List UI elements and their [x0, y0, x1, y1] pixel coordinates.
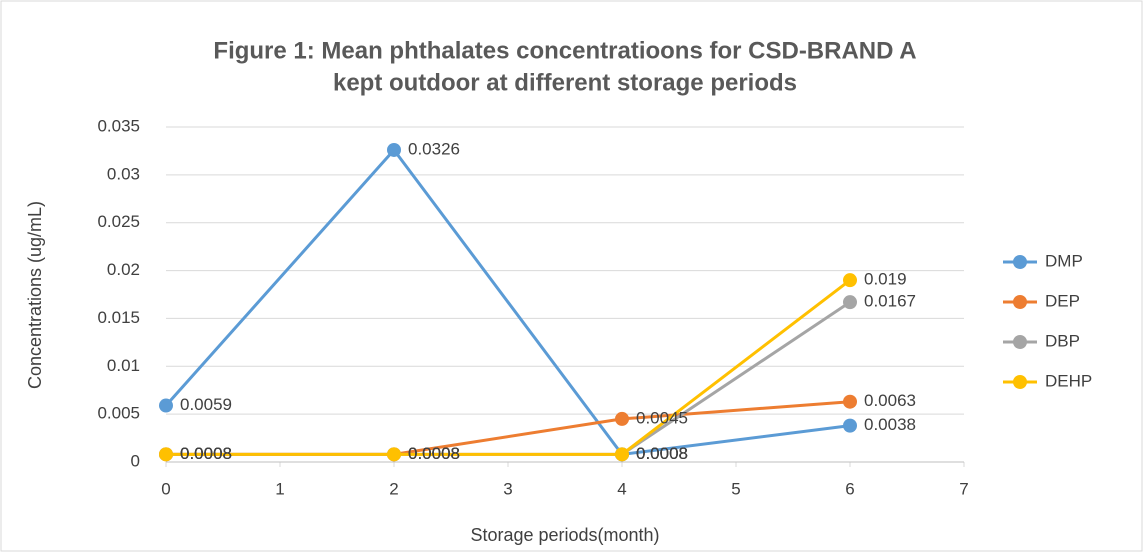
x-tick-label: 0: [161, 479, 170, 498]
data-label: 0.0326: [408, 139, 460, 158]
point-marker: [615, 447, 629, 462]
data-label: 0.0008: [636, 444, 688, 463]
y-tick-label: 0.03: [107, 164, 140, 183]
data-label: 0.0008: [180, 444, 232, 463]
point-marker: [615, 411, 629, 426]
x-tick-label: 2: [389, 479, 398, 498]
legend-marker: [1013, 375, 1027, 389]
y-tick-label: 0: [131, 451, 140, 470]
y-tick-label: 0.035: [97, 116, 140, 135]
chart-title: kept outdoor at different storage period…: [333, 69, 797, 96]
point-marker: [843, 394, 857, 409]
data-label: 0.0008: [180, 444, 232, 463]
data-label: 0.0063: [864, 391, 916, 410]
point-marker: [159, 398, 173, 413]
y-tick-label: 0.015: [97, 308, 140, 327]
legend-label: DBP: [1045, 331, 1080, 350]
data-label: 0.0008: [180, 444, 232, 463]
chart-title: Figure 1: Mean phthalates concentratioon…: [213, 37, 916, 64]
x-tick-label: 5: [731, 479, 740, 498]
data-label: 0.0008: [408, 444, 460, 463]
data-label: 0.0038: [864, 415, 916, 434]
legend-marker: [1013, 295, 1027, 309]
y-tick-label: 0.025: [97, 212, 140, 231]
legend-marker: [1013, 335, 1027, 349]
data-label: 0.0167: [864, 292, 916, 311]
point-marker: [843, 418, 857, 433]
x-tick-label: 3: [503, 479, 512, 498]
data-label: 0.0008: [408, 444, 460, 463]
point-marker: [387, 447, 401, 462]
x-tick-label: 4: [617, 479, 626, 498]
point-marker: [159, 447, 173, 462]
series-line: [164, 147, 851, 456]
series-line: [166, 278, 851, 456]
legend-label: DEP: [1045, 291, 1080, 310]
legend-label: DEHP: [1045, 371, 1092, 390]
data-label: 0.0008: [408, 444, 460, 463]
y-tick-label: 0.02: [107, 260, 140, 279]
data-label: 0.0059: [180, 395, 232, 414]
x-tick-label: 6: [845, 479, 854, 498]
x-tick-label: 1: [275, 479, 284, 498]
data-label: 0.019: [864, 270, 907, 289]
y-tick-label: 0.005: [97, 404, 140, 423]
x-tick-label: 7: [959, 479, 968, 498]
point-marker: [387, 142, 401, 157]
x-axis-title: Storage periods(month): [470, 525, 659, 545]
point-marker: [843, 273, 857, 288]
y-tick-label: 0.01: [107, 356, 140, 375]
point-marker: [843, 295, 857, 310]
data-label: 0.0008: [636, 444, 688, 463]
legend-marker: [1013, 255, 1027, 269]
legend-label: DMP: [1045, 251, 1083, 270]
data-label: 0.0008: [636, 444, 688, 463]
data-label: 0.0045: [636, 408, 688, 427]
y-axis-title: Concentrations (ug/mL): [25, 201, 45, 389]
